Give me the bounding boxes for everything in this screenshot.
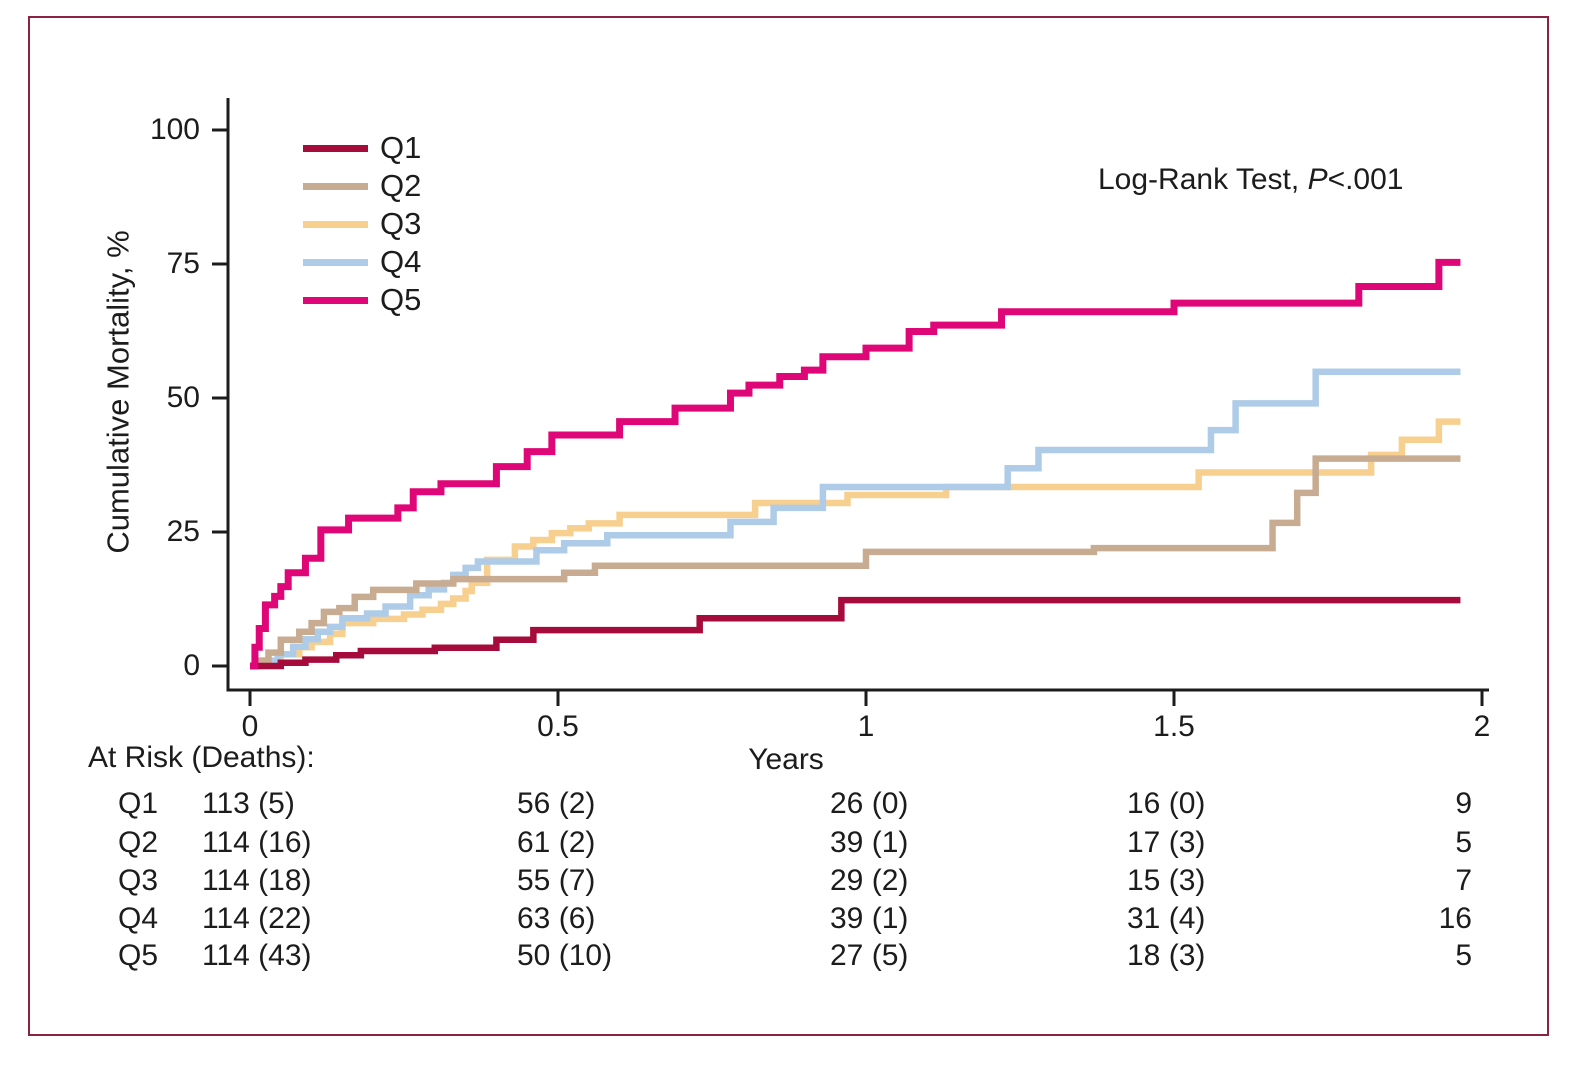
- y-axis-title: Cumulative Mortality, %: [100, 230, 136, 554]
- risk-value: 16: [1438, 902, 1472, 935]
- risk-value: 29 (2): [830, 864, 909, 897]
- x-axis-title: Years: [748, 743, 824, 776]
- risk-row-label: Q1: [118, 787, 159, 820]
- annotation-text-after: <.001: [1327, 163, 1404, 196]
- risk-value: 15 (3): [1127, 864, 1206, 897]
- y-tick-label-0: 0: [183, 649, 200, 682]
- risk-value: 63 (6): [517, 902, 596, 935]
- y-tick-label-25: 25: [166, 515, 200, 548]
- risk-value: 5: [1455, 939, 1472, 972]
- risk-row-q3: Q3 114 (18) 55 (7) 29 (2) 15 (3) 7: [0, 865, 1575, 903]
- legend-line-q1-icon: [303, 144, 368, 152]
- risk-value: 26 (0): [830, 787, 909, 820]
- legend-line-q3-icon: [303, 220, 368, 228]
- legend-label-q1: Q1: [380, 130, 422, 165]
- risk-value: 114 (18): [202, 864, 312, 897]
- legend-label-q4: Q4: [380, 244, 422, 279]
- risk-row-label: Q4: [118, 902, 159, 935]
- risk-value: 17 (3): [1127, 826, 1206, 859]
- legend-label-q2: Q2: [380, 168, 422, 203]
- risk-value: 39 (1): [830, 902, 909, 935]
- risk-value: 114 (43): [202, 939, 312, 972]
- risk-value: 50 (10): [517, 939, 613, 972]
- y-tick-label-75: 75: [166, 247, 200, 280]
- x-tick-label-15: 1.5: [1153, 710, 1195, 743]
- risk-value: 114 (22): [202, 902, 312, 935]
- annotation-p-symbol: P: [1307, 163, 1328, 196]
- x-tick-label-0: 0: [241, 710, 259, 743]
- y-tick-label-50: 50: [166, 381, 200, 414]
- risk-value: 39 (1): [830, 826, 909, 859]
- risk-value: 31 (4): [1127, 902, 1206, 935]
- annotation-text-before: Log-Rank Test,: [1098, 163, 1308, 196]
- risk-table-header: At Risk (Deaths):: [88, 741, 315, 774]
- risk-value: 5: [1455, 826, 1472, 859]
- log-rank-annotation: Log-Rank Test, P<.001: [1098, 164, 1404, 196]
- risk-row-label: Q2: [118, 826, 159, 859]
- legend-label-q3: Q3: [380, 206, 422, 241]
- risk-value: 113 (5): [202, 787, 295, 820]
- legend-line-q5-icon: [303, 296, 368, 304]
- risk-value: 9: [1455, 787, 1472, 820]
- x-tick-label-05: 0.5: [537, 710, 579, 743]
- risk-value: 55 (7): [517, 864, 596, 897]
- risk-value: 7: [1455, 864, 1472, 897]
- risk-row-label: Q3: [118, 864, 159, 897]
- x-tick-label-2: 2: [1473, 710, 1491, 743]
- y-tick-label-100: 100: [149, 113, 200, 146]
- risk-value: 114 (16): [202, 826, 312, 859]
- risk-row-q5: Q5 114 (43) 50 (10) 27 (5) 18 (3) 5: [0, 940, 1575, 978]
- risk-value: 18 (3): [1127, 939, 1206, 972]
- x-tick-label-1: 1: [857, 710, 875, 743]
- risk-row-q1: Q1 113 (5) 56 (2) 26 (0) 16 (0) 9: [0, 788, 1575, 826]
- legend-line-q4-icon: [303, 258, 368, 266]
- risk-row-q4: Q4 114 (22) 63 (6) 39 (1) 31 (4) 16: [0, 903, 1575, 941]
- risk-value: 56 (2): [517, 787, 596, 820]
- risk-value: 27 (5): [830, 939, 909, 972]
- risk-row-label: Q5: [118, 939, 159, 972]
- risk-row-q2: Q2 114 (16) 61 (2) 39 (1) 17 (3) 5: [0, 827, 1575, 865]
- risk-value: 16 (0): [1127, 787, 1206, 820]
- legend-label-q5: Q5: [380, 282, 422, 317]
- legend-line-q2-icon: [303, 182, 368, 190]
- risk-value: 61 (2): [517, 826, 596, 859]
